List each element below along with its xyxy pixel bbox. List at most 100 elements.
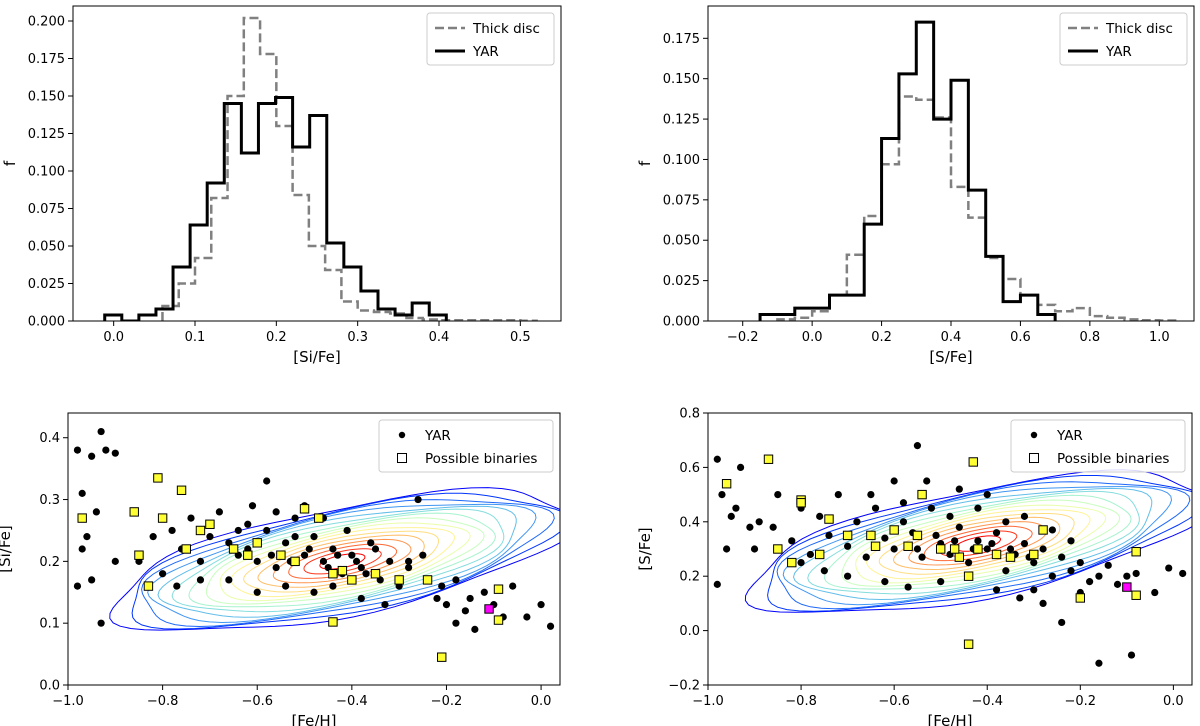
density-contour (131, 492, 560, 630)
data-point-yar (844, 542, 852, 550)
data-point-yar (352, 557, 361, 565)
data-point-yar (913, 545, 922, 553)
data-point-binary (917, 489, 927, 500)
data-point-yar (267, 551, 276, 559)
data-point-yar (357, 563, 365, 572)
x-tick-label: −0.2 (727, 330, 759, 345)
data-point-yar (263, 477, 271, 485)
y-tick-label: −0.2 (668, 679, 700, 694)
data-point-yar (1048, 526, 1056, 534)
y-tick-label: 0.150 (663, 72, 700, 87)
data-point-yar (1058, 618, 1066, 627)
data-point-yar (319, 557, 328, 565)
chart-2: −1.0 −0.8 −0.6 −0.4 −0.2 0.0 0.0 0.1 0.2 0.3 0.4 [F… (0, 412, 561, 726)
data-point-yar (305, 545, 313, 553)
density-contour (288, 543, 398, 579)
data-point-yar (1076, 559, 1084, 567)
data-point-yar (149, 533, 157, 541)
y-axis-label: [S/Fe] (636, 527, 654, 570)
data-point-yar (329, 582, 337, 590)
x-tick-label: 0.0 (1163, 694, 1184, 709)
data-point-yar (983, 491, 991, 499)
density-contour (205, 517, 485, 605)
data-point-yar (932, 531, 940, 540)
data-point-binary (949, 544, 960, 554)
legend-box (378, 419, 554, 473)
data-point-yar (523, 613, 531, 621)
data-point-yar (111, 449, 119, 457)
y-tick-label: 0.200 (28, 15, 65, 30)
data-point-yar (334, 551, 342, 559)
density-contour (272, 538, 412, 584)
density-contour (893, 516, 1061, 571)
data-point-binary (963, 571, 974, 581)
legend-label: Possible binaries (1057, 451, 1169, 467)
data-point-yar (899, 499, 908, 507)
legend-marker-square (397, 453, 407, 463)
data-point-binary (773, 544, 783, 554)
data-point-yar (248, 502, 257, 510)
data-point-yar (718, 491, 726, 499)
data-point-yar (282, 539, 290, 547)
data-point-yar (1016, 594, 1024, 602)
data-point-yar (1151, 588, 1159, 597)
legend-marker-square (1029, 453, 1039, 463)
plot-area (758, 20, 1178, 321)
x-tick-label: −0.2 (431, 694, 463, 709)
data-point-yar (310, 533, 318, 541)
data-point-yar (871, 504, 880, 512)
data-point-yar (1067, 537, 1075, 545)
data-point-yar (769, 523, 777, 531)
data-point-yar (206, 533, 214, 541)
data-point-yar (187, 514, 195, 522)
data-point-yar (73, 446, 82, 454)
data-point-yar (442, 601, 451, 609)
y-axis-label: f (1, 160, 19, 166)
x-tick-label: 0.3 (347, 330, 368, 345)
data-point-yar (102, 446, 110, 454)
data-point-yar (1179, 569, 1187, 578)
y-tick-label: 0.2 (39, 555, 60, 570)
x-tick-label: 0.0 (103, 330, 124, 345)
y-tick-label: 0.6 (679, 461, 700, 476)
data-point-yar (244, 520, 252, 528)
data-point-yar (834, 491, 842, 499)
x-axis-label: [Fe/H] (291, 712, 336, 726)
data-point-binary (181, 544, 191, 554)
data-point-binary (1131, 590, 1141, 600)
y-axis-label: f (636, 160, 654, 166)
data-point-yar (1002, 567, 1010, 575)
chart-0: 0.0 0.1 0.2 0.3 0.4 0.5 0.000 0.025 0.050 0.075 0.… (1, 5, 562, 366)
data-point-binary (493, 584, 504, 594)
data-point-yar (904, 583, 912, 591)
data-point-yar (1020, 512, 1029, 520)
data-point-yar (300, 551, 309, 559)
data-point-yar (159, 570, 167, 578)
data-point-binary (912, 530, 923, 541)
data-point-yar (723, 545, 731, 553)
data-point-binary (153, 473, 163, 483)
data-point-yar (974, 537, 982, 545)
data-point-binary (866, 530, 876, 541)
x-tick-label: 0.1 (185, 330, 206, 345)
data-point-yar (825, 531, 833, 540)
data-point-yar (788, 537, 796, 545)
data-point-yar (480, 588, 488, 596)
data-point-yar (215, 508, 223, 516)
data-point-binary (252, 538, 262, 548)
y-tick-label: 0.025 (28, 277, 65, 292)
data-point-yar (272, 563, 280, 572)
data-point-yar (253, 557, 261, 565)
x-tick-label: −0.6 (878, 694, 910, 709)
data-point-yar (1113, 580, 1122, 588)
data-point-yar (951, 537, 959, 545)
y-tick-label: 0.4 (39, 431, 60, 446)
data-point-yar (1127, 651, 1136, 659)
data-point-yar (225, 576, 233, 584)
data-point-yar (1165, 564, 1173, 572)
data-point-yar (73, 582, 82, 590)
x-tick-label: 0.4 (429, 330, 450, 345)
data-point-binary (205, 519, 215, 529)
y-tick-label: 0.050 (28, 240, 65, 255)
data-point-yar (1132, 569, 1140, 578)
